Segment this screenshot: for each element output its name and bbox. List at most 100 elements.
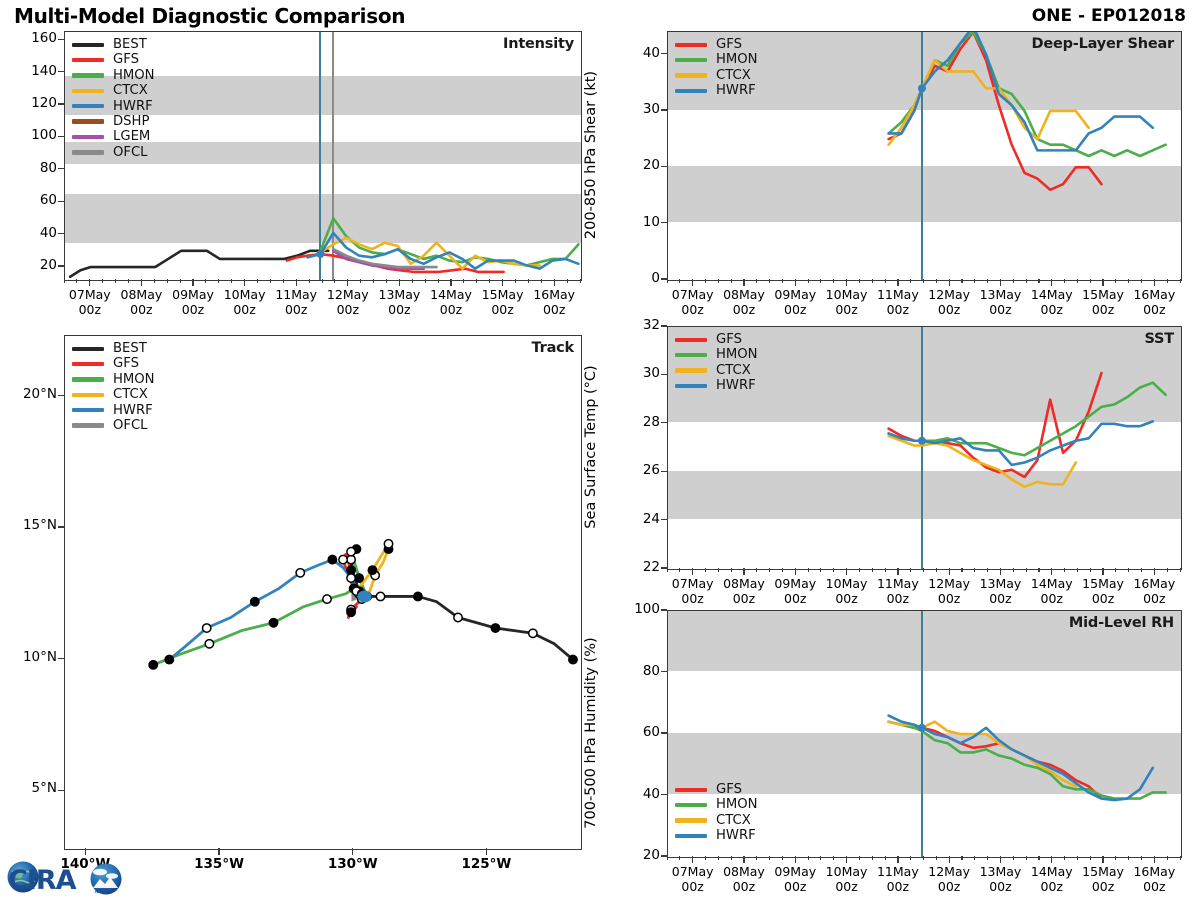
intensity-xminor	[373, 279, 375, 283]
shear-xtick-mark-7	[692, 279, 694, 286]
track-position-marker	[346, 607, 357, 618]
rh-xtick-label-7: 07May 00z	[653, 864, 733, 895]
sst-xtick-mark-10	[845, 568, 848, 575]
sst-legend-label-hwrf: HWRF	[716, 378, 756, 394]
track-position-marker	[346, 573, 357, 583]
shear-xtick-day-9: 09May	[774, 287, 817, 302]
sst-xminor	[884, 568, 886, 572]
sst-xminor	[858, 568, 860, 572]
track-xtick-mark-2	[352, 848, 354, 855]
intensity-xminor	[282, 279, 284, 283]
rh-xtick-mark-12	[948, 856, 950, 863]
rh-xminor	[1179, 856, 1181, 860]
shear-xtick-day-16: 16May	[1133, 287, 1176, 302]
intensity-xminor	[424, 279, 426, 283]
track-current-position-marker	[357, 590, 372, 603]
rh-ytick-mark-0	[661, 855, 667, 857]
sst-ytick-label-2: 26	[642, 462, 660, 479]
shear-xtick-label-15: 15May 00z	[1063, 287, 1143, 318]
track-legend-item-ofcl: OFCL	[72, 418, 155, 433]
sst-xtick-label-9: 09May 00z	[755, 576, 835, 607]
intensity-xtick-hour-10: 00z	[233, 301, 256, 317]
sst-legend-label-hmon: HMON	[716, 347, 758, 363]
intensity-legend-item-hmon: HMON	[72, 68, 155, 83]
rh-xtick-hour-11: 00z	[886, 878, 910, 894]
shear-xtick-hour-8: 00z	[732, 301, 756, 317]
shear-yaxis-label: 200-850 hPa Shear (kt)	[583, 70, 599, 240]
sst-ytick-label-4: 30	[642, 365, 660, 382]
intensity-legend-label-dshp: DSHP	[113, 114, 150, 130]
sst-xminor	[756, 568, 758, 572]
rh-legend-swatch-hwrf	[675, 833, 707, 839]
rh-xminor	[871, 856, 873, 860]
intensity-xminor	[437, 279, 439, 283]
rh-legend-item-hmon: HMON	[675, 797, 758, 812]
intensity-vline-ofcl	[331, 32, 334, 280]
rh-xminor	[1076, 856, 1078, 860]
intensity-xtick-day-9: 09May	[172, 287, 214, 302]
rh-xtick-day-13: 13May	[979, 864, 1022, 879]
intensity-xtick-mark-14	[450, 279, 452, 286]
intensity-legend-label-ofcl: OFCL	[113, 144, 148, 160]
rh-xtick-mark-8	[743, 856, 745, 863]
sst-xtick-mark-16	[1153, 568, 1156, 575]
track-position-marker	[367, 565, 378, 576]
rh-xminor	[974, 856, 976, 860]
intensity-legend-swatch-ofcl	[72, 150, 104, 155]
track-position-marker	[490, 623, 501, 633]
sst-xtick-label-11: 11May 00z	[858, 576, 938, 607]
track-position-marker	[527, 628, 538, 639]
shear-legend-item-ctcx: CTCX	[675, 68, 758, 83]
shear-xtick-mark-8	[743, 279, 745, 286]
shear-panel-tag: Deep-Layer Shear	[1031, 36, 1174, 52]
rh-legend-label-ctcx: CTCX	[716, 812, 751, 828]
sst-xtick-day-15: 15May	[1082, 576, 1124, 591]
track-position-marker	[327, 554, 338, 565]
intensity-xtick-day-15: 15May	[481, 287, 524, 302]
track-legend-item-gfs: GFS	[72, 356, 155, 371]
shear-analysis-marker	[917, 84, 926, 93]
intensity-xminor	[153, 279, 155, 283]
track-ytick-mark-0	[58, 789, 64, 791]
rh-xminor	[935, 856, 937, 860]
intensity-xminor	[527, 279, 529, 283]
track-legend-swatch-best	[72, 346, 104, 351]
intensity-ytick-mark-6	[58, 70, 64, 73]
rh-legend-label-gfs: GFS	[716, 782, 742, 798]
intensity-legend-item-lgem: LGEM	[72, 129, 155, 144]
sst-legend-swatch-ctcx	[675, 368, 707, 373]
track-ytick-mark-2	[58, 526, 64, 528]
rh-xminor	[704, 856, 707, 860]
track-legend-swatch-hwrf	[72, 408, 104, 413]
storm-id-label: ONE - EP012018	[1031, 6, 1186, 26]
shear-xtick-hour-16: 00z	[1143, 301, 1166, 317]
shear-xtick-day-14: 14May	[1030, 287, 1073, 302]
intensity-legend: BEST GFS HMON CTCX HWRF DSHP LGEM OFCL	[72, 37, 155, 160]
shear-ytick-mark-4	[661, 52, 667, 55]
sst-ytick-mark-0	[661, 567, 667, 569]
intensity-line-ofcl	[332, 247, 438, 269]
rh-legend-item-ctcx: CTCX	[675, 813, 758, 828]
sst-xminor	[987, 568, 989, 572]
rh-xtick-mark-7	[692, 856, 694, 863]
shear-xminor	[1064, 279, 1066, 283]
rh-xminor	[987, 856, 989, 860]
sst-xtick-hour-14: 00z	[1040, 590, 1063, 606]
sst-legend-item-ctcx: CTCX	[675, 363, 758, 378]
track-line-hwrf	[167, 558, 366, 661]
track-ytick-label-2: 15°N	[22, 517, 57, 534]
sst-xtick-hour-16: 00z	[1143, 590, 1166, 606]
intensity-xminor	[63, 279, 65, 283]
intensity-ytick-label-4: 100	[31, 127, 57, 144]
shear-xtick-hour-7: 00z	[681, 301, 704, 317]
track-position-marker	[268, 617, 279, 628]
track-position-marker	[295, 567, 306, 578]
sst-xtick-label-16: 16May 00z	[1114, 576, 1194, 607]
intensity-xtick-hour-16: 00z	[542, 301, 566, 317]
shear-xtick-label-9: 09May 00z	[755, 287, 835, 318]
track-position-marker	[383, 538, 394, 549]
track-position-marker	[375, 591, 386, 602]
track-position-marker	[568, 654, 578, 665]
track-position-marker	[201, 623, 212, 633]
track-xtick-label-1: 135°W	[194, 856, 244, 872]
